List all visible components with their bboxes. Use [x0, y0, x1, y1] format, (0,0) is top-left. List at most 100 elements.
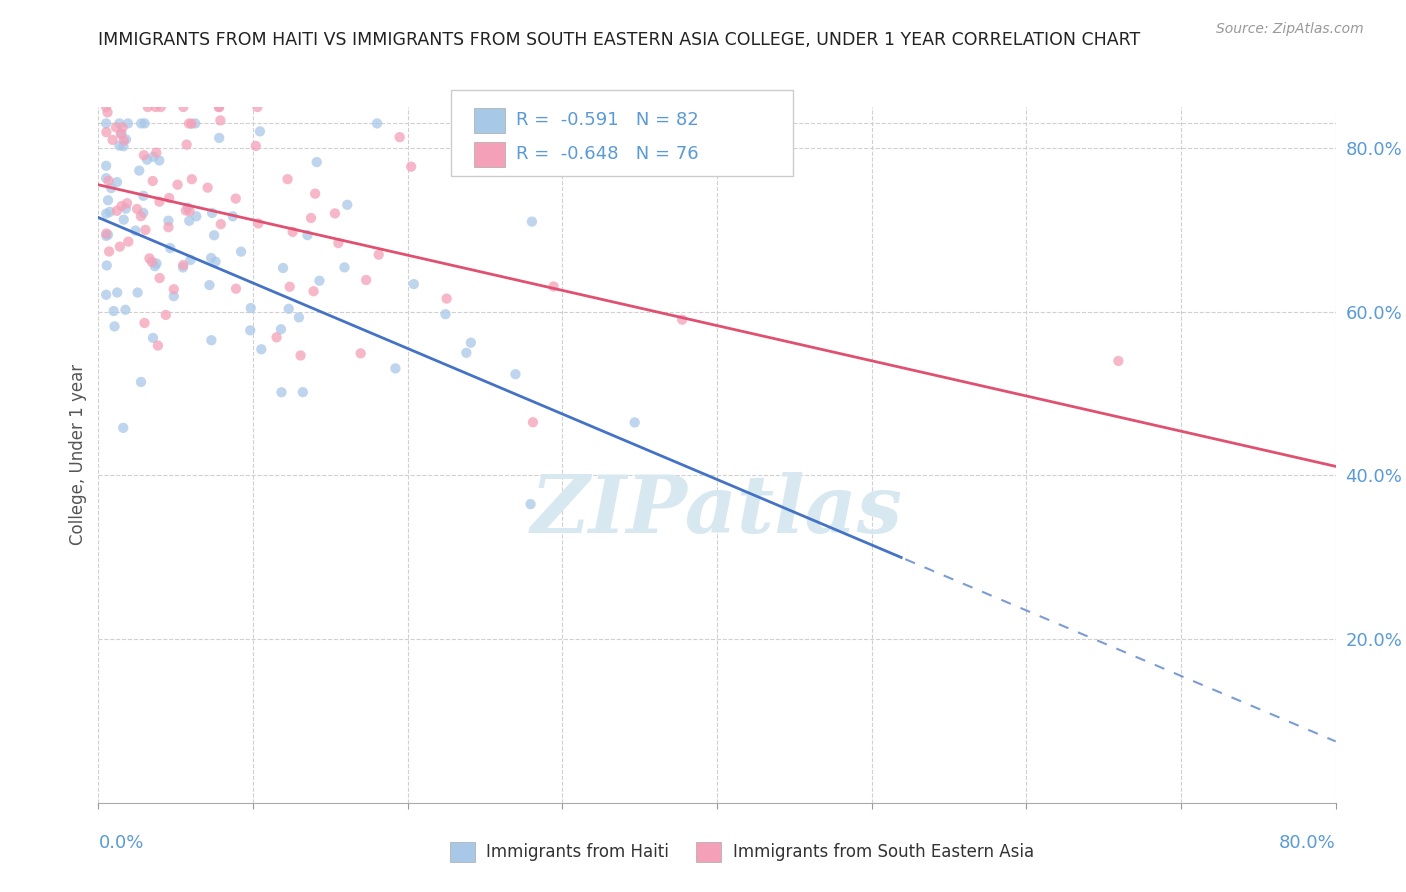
- Point: [266, 330, 288, 344]
- Point: [202, 228, 225, 243]
- Point: [186, 209, 208, 223]
- Point: [142, 150, 165, 164]
- Text: Source: ZipAtlas.com: Source: ZipAtlas.com: [1216, 22, 1364, 37]
- Point: [134, 116, 156, 130]
- Point: [127, 285, 149, 300]
- Point: [247, 217, 270, 231]
- Point: [271, 260, 294, 275]
- Point: [136, 153, 159, 167]
- Text: IMMIGRANTS FROM HAITI VS IMMIGRANTS FROM SOUTH EASTERN ASIA COLLEGE, UNDER 1 YEA: IMMIGRANTS FROM HAITI VS IMMIGRANTS FROM…: [98, 31, 1140, 49]
- Point: [129, 209, 152, 223]
- Point: [200, 333, 222, 347]
- Point: [239, 323, 262, 337]
- Point: [108, 240, 131, 254]
- Point: [354, 273, 377, 287]
- Text: 80.0%: 80.0%: [1279, 834, 1336, 852]
- Point: [96, 116, 118, 130]
- Point: [110, 127, 132, 141]
- Point: [208, 100, 231, 114]
- Text: Immigrants from Haiti: Immigrants from Haiti: [486, 843, 669, 861]
- Point: [519, 497, 541, 511]
- Point: [278, 279, 301, 293]
- Point: [522, 415, 544, 429]
- Point: [96, 207, 118, 221]
- Point: [129, 375, 152, 389]
- Point: [105, 285, 128, 300]
- Point: [96, 159, 118, 173]
- Point: [402, 277, 425, 291]
- Point: [246, 100, 269, 114]
- Point: [108, 116, 131, 130]
- Point: [145, 100, 167, 114]
- Point: [436, 292, 458, 306]
- Point: [239, 301, 262, 315]
- Point: [98, 244, 121, 259]
- Point: [145, 256, 167, 270]
- Point: [149, 271, 172, 285]
- Point: [308, 274, 330, 288]
- Point: [250, 343, 273, 357]
- Point: [145, 145, 167, 160]
- Point: [277, 172, 299, 186]
- Point: [143, 259, 166, 273]
- Point: [297, 228, 319, 243]
- Point: [328, 236, 350, 251]
- Point: [101, 133, 124, 147]
- Point: [132, 206, 155, 220]
- Point: [434, 307, 457, 321]
- Point: [157, 213, 180, 227]
- Point: [543, 279, 565, 293]
- Point: [225, 282, 247, 296]
- Point: [138, 252, 160, 266]
- Point: [305, 155, 328, 169]
- Point: [96, 105, 118, 120]
- Point: [100, 181, 122, 195]
- Point: [134, 316, 156, 330]
- Point: [399, 160, 422, 174]
- Point: [105, 120, 128, 135]
- Point: [200, 251, 222, 265]
- Point: [288, 310, 311, 325]
- Point: [180, 172, 202, 186]
- Point: [157, 191, 180, 205]
- Point: [225, 192, 247, 206]
- Point: [208, 100, 231, 114]
- Point: [103, 304, 125, 318]
- Point: [180, 117, 202, 131]
- Point: [456, 346, 478, 360]
- Point: [174, 203, 197, 218]
- Point: [367, 247, 389, 261]
- Point: [96, 227, 118, 241]
- Point: [281, 225, 304, 239]
- Point: [197, 180, 219, 194]
- Point: [114, 202, 136, 216]
- Point: [163, 289, 186, 303]
- Point: [148, 194, 170, 209]
- Point: [505, 368, 527, 382]
- Point: [96, 100, 118, 114]
- Point: [115, 196, 138, 211]
- Point: [336, 198, 359, 212]
- Point: [291, 385, 314, 400]
- Point: [111, 120, 134, 135]
- Point: [323, 206, 346, 220]
- Point: [290, 348, 312, 362]
- Point: [477, 100, 499, 114]
- Point: [249, 124, 271, 138]
- Point: [128, 163, 150, 178]
- Point: [299, 211, 322, 225]
- Point: [96, 171, 118, 186]
- Point: [112, 134, 135, 148]
- Point: [149, 100, 172, 114]
- Point: [117, 116, 139, 130]
- Point: [110, 127, 132, 141]
- Text: 0.0%: 0.0%: [98, 834, 143, 852]
- Point: [148, 153, 170, 168]
- Point: [112, 212, 135, 227]
- Point: [129, 116, 152, 130]
- Point: [111, 199, 134, 213]
- Point: [222, 209, 245, 223]
- Point: [304, 186, 326, 201]
- Point: [177, 116, 200, 130]
- Point: [671, 312, 693, 326]
